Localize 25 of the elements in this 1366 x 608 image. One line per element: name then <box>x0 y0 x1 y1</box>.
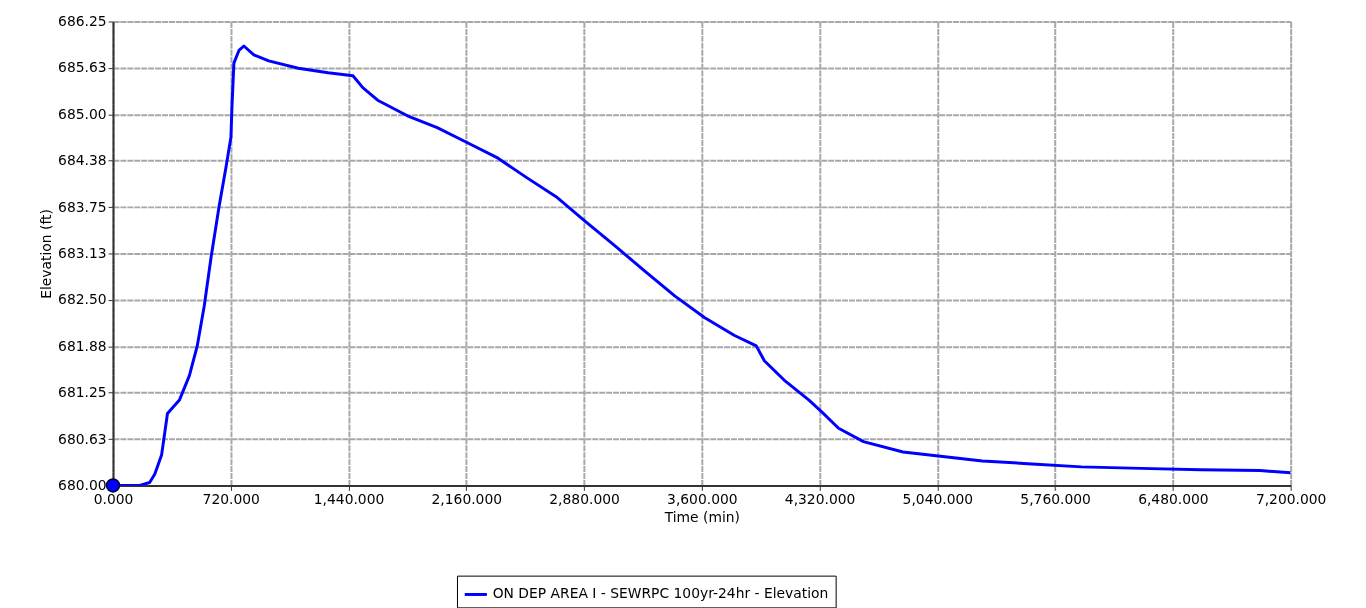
x-tick-label: 4,320.000 <box>784 490 856 507</box>
y-axis-title: Elevation (ft) <box>38 209 55 299</box>
y-tick-label: 681.88 <box>58 337 107 354</box>
x-tick-label: 1,440.000 <box>313 490 385 507</box>
y-tick-label: 683.13 <box>58 244 107 261</box>
x-tick-label: 720.000 <box>202 490 260 507</box>
y-tick-label: 680.63 <box>58 430 107 447</box>
x-tick-label: 2,160.000 <box>431 490 503 507</box>
y-tick-label: 684.38 <box>58 152 107 169</box>
x-tick-label: 6,480.000 <box>1138 490 1209 507</box>
y-tick-label: 683.75 <box>58 198 107 215</box>
x-tick-label: 7,200.000 <box>1255 490 1327 507</box>
y-tick-label: 685.63 <box>58 59 107 76</box>
x-tick-label: 2,880.000 <box>549 490 620 507</box>
x-axis-title: Time (min) <box>663 508 740 525</box>
x-tick-label: 3,600.000 <box>667 490 738 507</box>
x-tick-label: 5,760.000 <box>1020 490 1091 507</box>
y-tick-label: 680.00 <box>58 476 107 493</box>
y-tick-label: 681.25 <box>58 384 107 401</box>
y-tick-label: 682.50 <box>58 291 107 308</box>
x-tick-label: 0.000 <box>93 490 134 507</box>
x-tick-label: 5,040.000 <box>902 490 974 507</box>
y-tick-label: 686.25 <box>58 12 107 29</box>
y-tick-label: 685.00 <box>58 105 107 122</box>
legend-label: ON DEP AREA I - SEWRPC 100yr-24hr - Elevation <box>492 585 829 602</box>
